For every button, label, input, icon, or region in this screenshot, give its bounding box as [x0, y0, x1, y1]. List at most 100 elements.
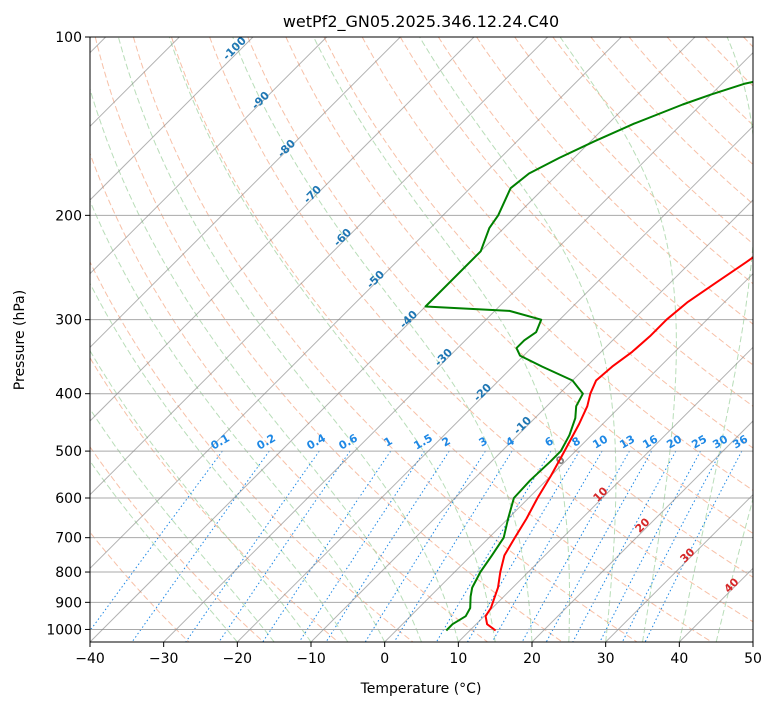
- isotherm: [163, 51, 753, 642]
- plot-frame: [89, 36, 754, 643]
- mixing-ratio-label: 0.4: [305, 431, 329, 452]
- mixing-ratio-label: 1.5: [412, 431, 435, 452]
- dewpoint-line: [424, 80, 753, 632]
- x-tick-label: 0: [380, 651, 389, 667]
- adiabat-label: 20: [633, 515, 653, 535]
- isotherm: [384, 272, 753, 642]
- x-tick-label: −20: [223, 651, 253, 667]
- y-axis-title: Pressure (hPa): [12, 290, 28, 390]
- adiabat-label: -10: [511, 414, 534, 437]
- plot-area: -100-90-80-70-60-50-40-30-20-10010203040…: [90, 34, 753, 642]
- dry-adiabat: [552, 37, 753, 245]
- dry-adiabat: [743, 37, 753, 48]
- mixing-ratio-label: 16: [640, 432, 660, 451]
- dry-adiabat: [361, 37, 753, 449]
- mixing-ratio-line: [545, 450, 653, 642]
- moist-adiabat: [90, 349, 312, 642]
- dry-adiabat: [90, 356, 339, 642]
- y-tick-label: 900: [55, 595, 82, 611]
- mixing-ratio-line: [572, 450, 677, 642]
- mixing-ratio-line: [621, 450, 722, 642]
- adiabat-label: -20: [471, 381, 494, 404]
- mixing-ratio-line: [325, 450, 450, 642]
- dry-adiabat: [590, 37, 753, 205]
- mixing-ratio-line: [599, 450, 701, 642]
- mixing-ratio-line: [467, 450, 580, 642]
- mixing-ratio-label: 6: [543, 434, 556, 449]
- isotherm: [236, 125, 753, 642]
- dry-adiabat: [628, 37, 753, 166]
- dry-adiabat: [132, 37, 638, 642]
- moist-adiabat: [117, 37, 459, 642]
- mixing-ratio-line: [298, 450, 425, 642]
- moist-adiabat: [90, 408, 275, 642]
- adiabat-label: 40: [722, 575, 742, 595]
- adiabat-label: -90: [249, 89, 272, 112]
- y-tick-label: 100: [55, 30, 82, 46]
- isotherm: [752, 641, 753, 642]
- isotherm: [90, 37, 328, 275]
- chart-title: wetPf2_GN05.2025.346.12.24.C40: [283, 12, 559, 32]
- moist-adiabat: [168, 37, 496, 642]
- dry-adiabat: [514, 37, 753, 285]
- isotherm: [90, 37, 549, 496]
- mixing-ratio-line: [131, 450, 270, 642]
- mixing-ratio-label: 3: [477, 434, 490, 449]
- moist-adiabat: [419, 37, 617, 642]
- background-lines: -100-90-80-70-60-50-40-30-20-10010203040…: [90, 34, 753, 642]
- adiabat-label: -100: [220, 34, 249, 63]
- mixing-ratio-label: 2: [440, 434, 453, 449]
- adiabat-label: 10: [591, 484, 611, 504]
- dry-adiabat: [90, 531, 190, 642]
- mixing-ratio-line: [435, 450, 552, 642]
- mixing-ratio-label: 30: [710, 432, 730, 451]
- isotherm: [90, 37, 475, 422]
- mixing-ratio-label: 10: [590, 432, 610, 451]
- isotherm: [90, 37, 622, 570]
- dry-adiabat: [399, 37, 753, 407]
- x-tick-label: −30: [149, 651, 179, 667]
- isotherm: [90, 37, 401, 349]
- axes: −40 −30 −20 −10 0 10 20 30 40 5010020030040050060…: [46, 30, 762, 667]
- isotherm: [310, 199, 753, 642]
- moist-adiabat: [559, 37, 677, 642]
- mixing-ratio-label: 25: [689, 433, 709, 452]
- x-tick-label: 30: [597, 651, 615, 667]
- isotherm: [90, 37, 254, 201]
- y-tick-label: 600: [55, 491, 82, 507]
- dry-adiabat: [437, 37, 753, 366]
- sounding-lines: [424, 80, 753, 632]
- dry-adiabat: [209, 37, 753, 623]
- adiabat-label: -80: [275, 137, 298, 160]
- x-tick-label: 20: [523, 651, 541, 667]
- adiabat-label: -30: [432, 346, 455, 369]
- x-tick-label: 10: [449, 651, 467, 667]
- y-tick-label: 1000: [46, 622, 82, 638]
- isotherm: [90, 37, 696, 642]
- x-tick-label: 50: [744, 651, 762, 667]
- moist-adiabat: [90, 87, 422, 642]
- moist-adiabat: [90, 199, 386, 642]
- mixing-ratio-line: [644, 450, 743, 642]
- adiabat-label: -50: [364, 268, 387, 291]
- isotherm: [605, 493, 753, 642]
- dry-adiabat: [476, 37, 753, 325]
- mixing-ratio-label: 20: [664, 432, 684, 451]
- mixing-ratio-line: [521, 450, 630, 642]
- mixing-ratio-label: 36: [730, 432, 750, 451]
- mixing-ratio-label: 1: [382, 434, 395, 449]
- temperature-line: [484, 256, 753, 632]
- isotherm: [531, 420, 753, 642]
- mixing-ratio-line: [262, 450, 392, 642]
- y-tick-label: 700: [55, 531, 82, 547]
- moist-adiabat: [313, 37, 570, 642]
- adiabat-label: 30: [678, 545, 698, 565]
- x-tick-label: 40: [670, 651, 688, 667]
- x-axis-title: Temperature (°C): [360, 681, 482, 697]
- y-tick-label: 200: [55, 208, 82, 224]
- mixing-ratio-line: [185, 450, 320, 642]
- mixing-ratio-line: [491, 450, 603, 642]
- moist-adiabat: [90, 460, 238, 642]
- dry-adiabat: [90, 260, 414, 642]
